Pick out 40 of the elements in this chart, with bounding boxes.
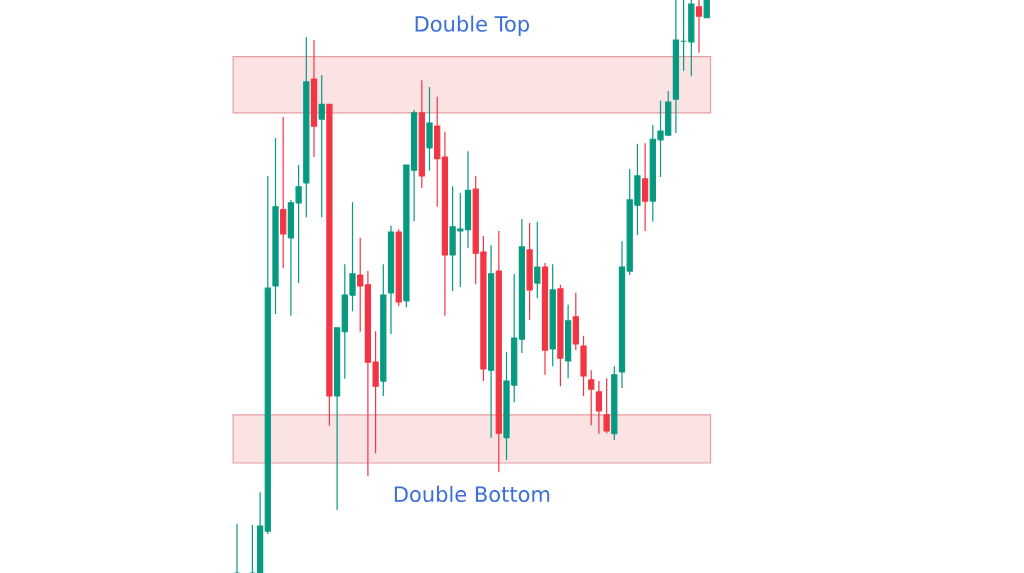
candlestick (641, 142, 649, 232)
candlestick (441, 131, 449, 317)
candlestick (380, 263, 387, 397)
candlestick (549, 263, 556, 367)
candlestick (310, 39, 318, 158)
candlestick (272, 137, 279, 315)
candlestick (680, 0, 687, 72)
candlestick (426, 86, 433, 172)
candlestick (564, 304, 572, 379)
band-label: Double Top (415, 15, 529, 36)
candlestick (495, 230, 502, 473)
candlestick (434, 96, 441, 208)
candlestick (541, 262, 549, 376)
candlestick (264, 175, 271, 535)
candlestick (418, 79, 425, 189)
candlestick (280, 116, 287, 269)
candlestick (603, 377, 610, 434)
candlestick (318, 74, 325, 218)
candlestick (534, 221, 541, 299)
candlestick (357, 237, 364, 333)
candlestick (557, 284, 564, 387)
band-label: Double Bottom (394, 485, 550, 503)
candlestick (387, 225, 395, 335)
candlestick (303, 36, 310, 218)
candlestick (672, 0, 680, 134)
candlestick (487, 244, 495, 439)
candlestick (611, 365, 618, 441)
candlestick (326, 103, 333, 427)
candlestick (572, 292, 579, 351)
candlestick (688, 0, 695, 77)
candlestick (618, 240, 626, 389)
candlestick (518, 218, 526, 354)
candlestick (333, 327, 341, 511)
candlestick (580, 335, 587, 397)
candlestick (256, 491, 264, 573)
candlestick (595, 380, 603, 435)
candlestick (588, 369, 595, 426)
candlestick (526, 222, 533, 321)
candlestick (233, 523, 241, 573)
candlestick (695, 0, 703, 54)
